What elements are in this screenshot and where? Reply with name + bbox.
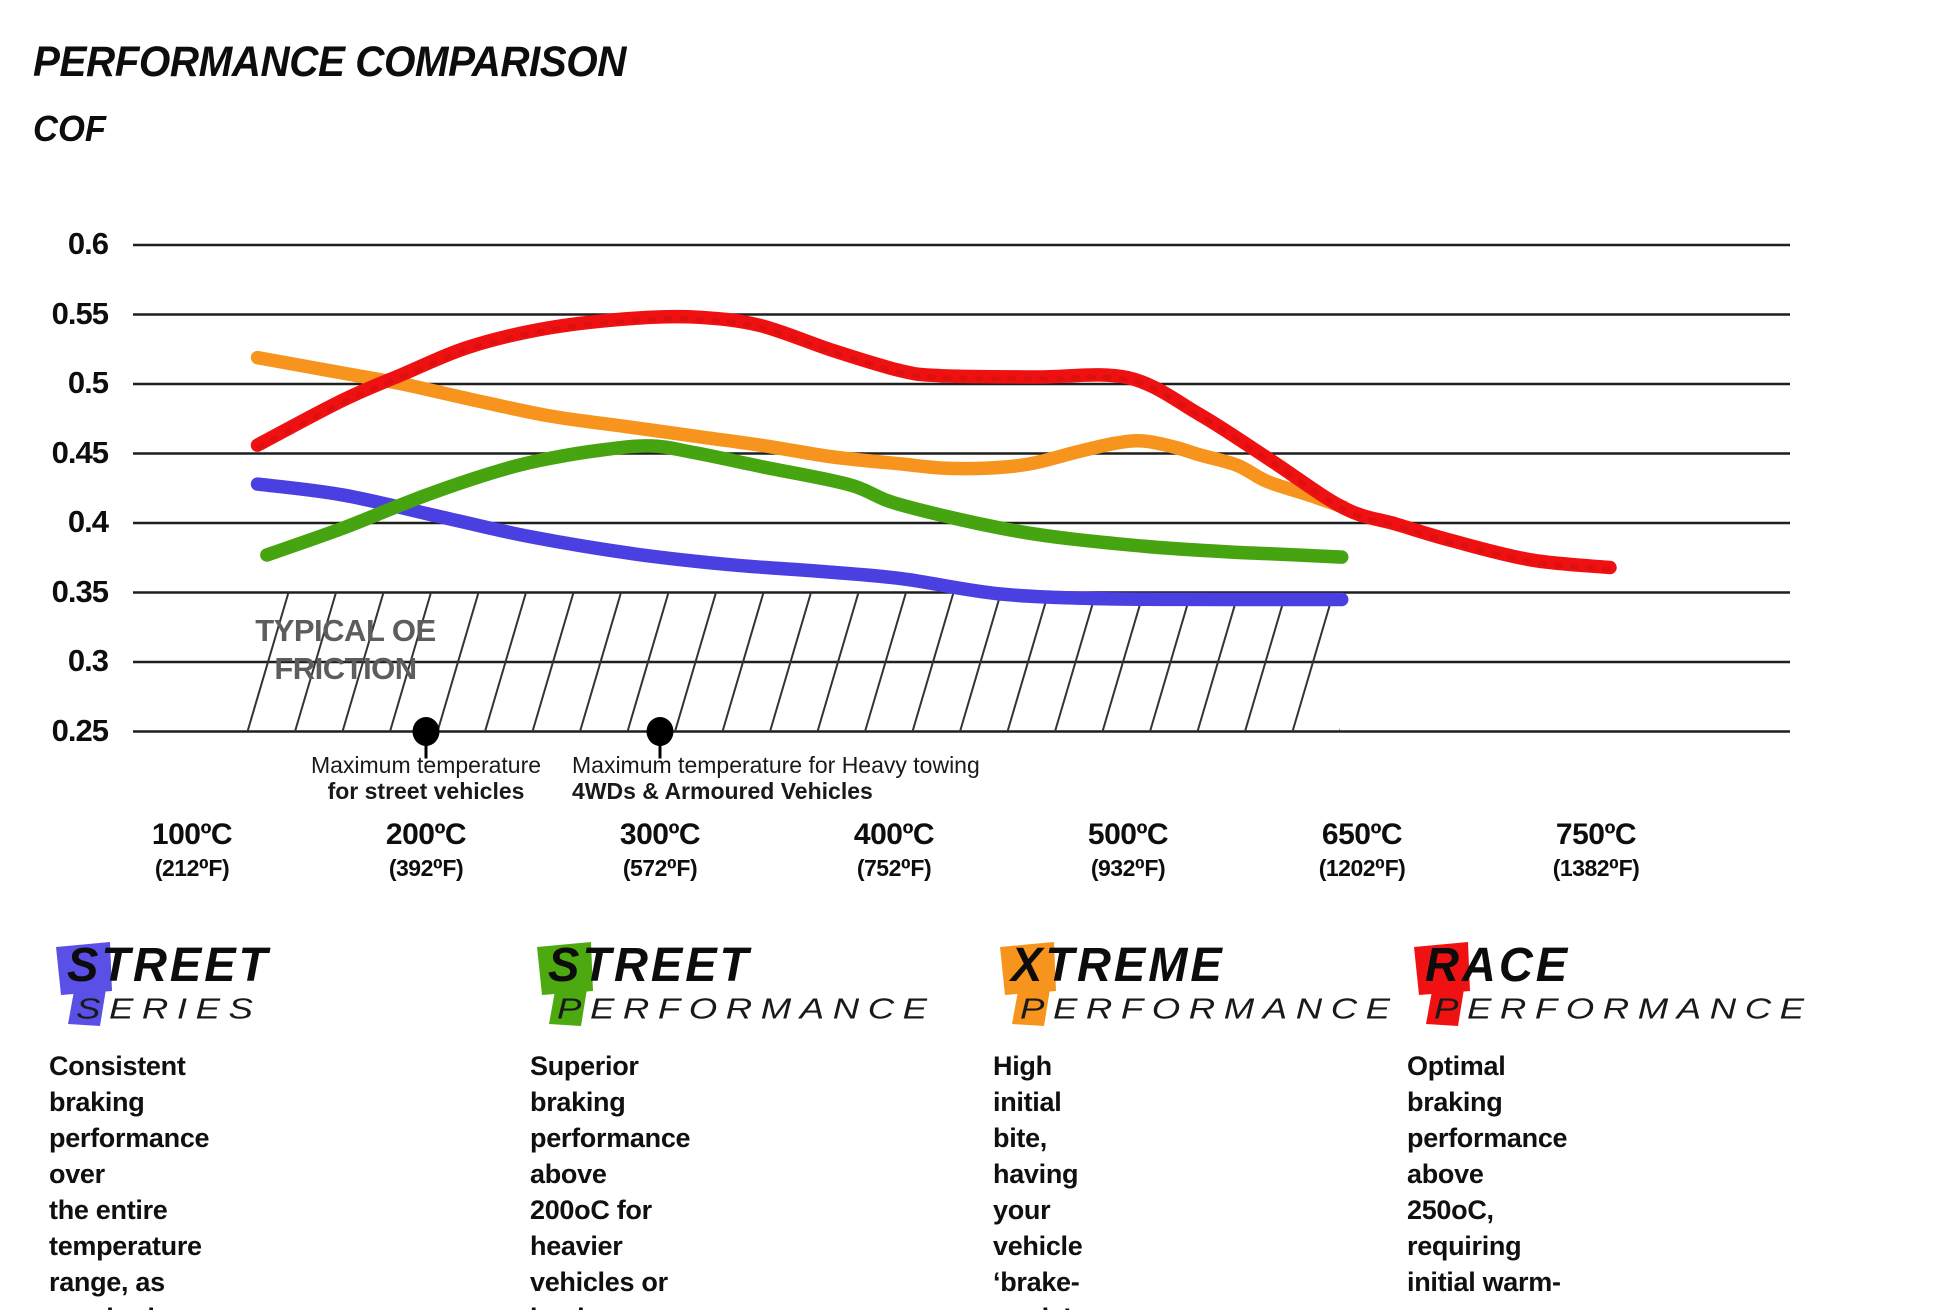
x-tick-label: 200ºC (392⁰F) (385, 818, 467, 881)
legend-word1: STREET (67, 939, 271, 992)
annotation-line1: Maximum temperature for Heavy towing (572, 752, 980, 778)
legend-word1: STREET (548, 939, 752, 992)
brand-mark-icon (1414, 942, 1470, 1026)
legend-description: Optimal braking performance above 250oC,… (1407, 1051, 1568, 1310)
legend-word1: RACE (1425, 939, 1571, 992)
typical-oe-friction-label: TYPICAL OE FRICTION (255, 613, 436, 686)
y-tick-label: 0.35 (51, 573, 109, 609)
y-tick-label: 0.4 (67, 504, 109, 539)
annotation-heavy-towing-max-temp: Maximum temperature for Heavy towing 4WD… (572, 752, 1052, 804)
legend-description: High initial bite, having your vehicle ‘… (993, 1051, 1083, 1310)
y-tick-label: 0.45 (51, 434, 109, 470)
y-tick-label: 0.25 (51, 712, 109, 748)
x-tick-label: 650ºC (1202⁰F) (1318, 818, 1406, 881)
brand-mark-icon (1000, 942, 1056, 1026)
y-tick-label: 0.5 (67, 365, 109, 400)
annotation-street-max-temp: Maximum temperature for street vehicles (266, 752, 586, 804)
legend-word2: PERFORMANCE (1434, 994, 1813, 1026)
annotation-line2: 4WDs & Armoured Vehicles (572, 778, 873, 804)
legend-word2: PERFORMANCE (1020, 994, 1399, 1026)
x-tick-label: 100ºC (212⁰F) (151, 818, 233, 881)
x-tick-label: 400ºC (752⁰F) (853, 818, 935, 881)
x-tick-label: 500ºC (932⁰F) (1087, 818, 1169, 881)
y-tick-label: 0.55 (51, 295, 109, 331)
annotation-line1: Maximum temperature (310, 752, 542, 778)
annotation-line2: for street vehicles (327, 778, 525, 804)
brand-mark-icon (56, 942, 112, 1026)
legend-word1: XTREME (1011, 939, 1225, 992)
legend-word2: SERIES (76, 994, 262, 1026)
legend-description: Consistent braking performance over the … (49, 1051, 210, 1310)
brand-mark-icon (537, 942, 593, 1026)
legend-word2: PERFORMANCE (557, 994, 936, 1026)
x-tick-label: 750ºC (1382⁰F) (1552, 818, 1640, 881)
legend-description: Superior braking performance above 200oC… (530, 1051, 691, 1310)
x-tick-label: 300ºC (572⁰F) (619, 818, 701, 881)
y-axis-title: COF (33, 108, 106, 149)
y-tick-label: 0.6 (67, 226, 109, 261)
page-title: PERFORMANCE COMPARISON (33, 38, 626, 86)
y-tick-label: 0.3 (67, 643, 109, 678)
